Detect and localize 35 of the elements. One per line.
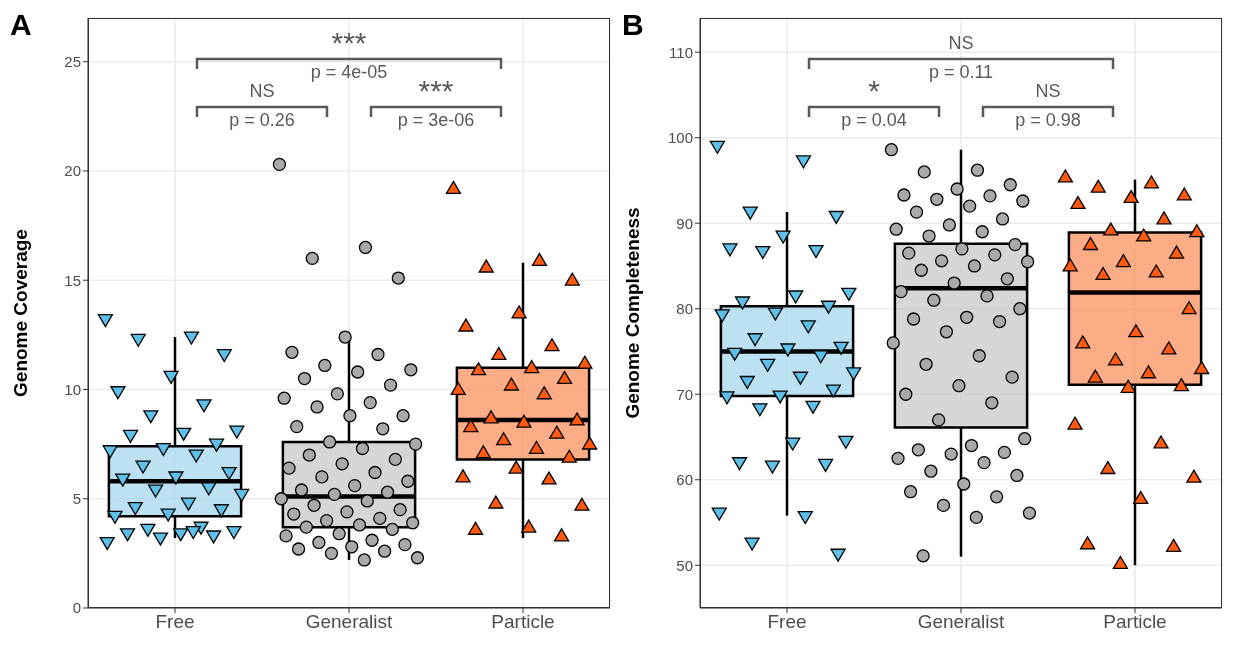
y-tick-label: 5 — [72, 490, 81, 508]
annotation: NS — [249, 80, 275, 101]
annotation: NS — [1035, 80, 1061, 101]
annotation: * — [868, 73, 880, 107]
y-tick-label: 0 — [72, 599, 81, 617]
annotation: NS — [947, 32, 975, 56]
y-tick-label: 20 — [64, 162, 81, 180]
x-tick-label: Particle — [491, 611, 555, 633]
y-tick-label: 110 — [669, 43, 693, 61]
annotation: *** — [330, 26, 368, 60]
annotation: p = 0.98 — [1014, 108, 1082, 131]
y-tick-label: 10 — [64, 380, 81, 398]
annotation: *** — [418, 73, 454, 107]
y-axis-title: Genome Completeness — [621, 207, 643, 419]
y-tick-label: 100 — [667, 129, 693, 147]
annotation: p = 0.11 — [928, 62, 994, 83]
x-tick-label: Particle — [1103, 611, 1167, 633]
y-tick-label: 60 — [676, 471, 693, 489]
chart-title: A — [10, 8, 32, 42]
annotation: p = 3e-06 — [396, 108, 476, 131]
y-tick-label: 50 — [676, 556, 693, 574]
annotation: p = 0.26 — [228, 108, 296, 131]
y-axis-title: Genome Coverage — [9, 229, 31, 397]
y-tick-label: 70 — [676, 385, 693, 403]
annotation: p = 4e-05 — [310, 62, 388, 83]
y-tick-label: 80 — [676, 300, 693, 318]
annotation: p = 0.04 — [840, 108, 908, 131]
y-tick-label: 25 — [64, 53, 81, 71]
x-tick-label: Generalist — [917, 611, 1006, 633]
x-tick-label: Generalist — [305, 611, 394, 633]
y-tick-label: 90 — [676, 214, 693, 232]
x-tick-label: Free — [767, 611, 807, 633]
y-tick-label: 15 — [64, 271, 81, 289]
chart-title: B — [622, 8, 644, 42]
x-tick-label: Free — [155, 611, 195, 633]
